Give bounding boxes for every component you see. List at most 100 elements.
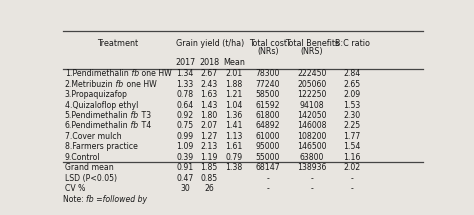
Text: 146500: 146500 xyxy=(297,142,327,151)
Text: 1.Pendimethalin: 1.Pendimethalin xyxy=(65,69,128,78)
Text: -: - xyxy=(351,174,354,183)
Text: 0.91: 0.91 xyxy=(176,163,194,172)
Text: -: - xyxy=(266,184,269,193)
Text: 63800: 63800 xyxy=(300,153,324,162)
Text: 0.47: 0.47 xyxy=(176,174,194,183)
Text: 1.09: 1.09 xyxy=(176,142,194,151)
Text: 1.77: 1.77 xyxy=(344,132,361,141)
Text: 1.38: 1.38 xyxy=(225,163,242,172)
Text: 1.41: 1.41 xyxy=(225,121,243,131)
Text: 30: 30 xyxy=(180,184,190,193)
Text: 1.53: 1.53 xyxy=(344,101,361,110)
Text: 77240: 77240 xyxy=(255,80,280,89)
Text: 2.43: 2.43 xyxy=(201,80,218,89)
Text: 1.16: 1.16 xyxy=(344,153,361,162)
Text: 78300: 78300 xyxy=(255,69,280,78)
Text: 2.07: 2.07 xyxy=(201,121,218,131)
Text: 3.Propaquizafop: 3.Propaquizafop xyxy=(65,90,128,99)
Text: 1.61: 1.61 xyxy=(225,142,242,151)
Text: 0.64: 0.64 xyxy=(176,101,194,110)
Text: 0.85: 0.85 xyxy=(201,174,218,183)
Text: 1.88: 1.88 xyxy=(225,80,242,89)
Text: -: - xyxy=(351,184,354,193)
Text: 1.04: 1.04 xyxy=(225,101,242,110)
Text: 6.Pendimethalin: 6.Pendimethalin xyxy=(65,121,128,131)
Text: 2.84: 2.84 xyxy=(344,69,361,78)
Text: 222450: 222450 xyxy=(297,69,327,78)
Text: 2.25: 2.25 xyxy=(344,121,361,131)
Text: Grain yield (t/ha): Grain yield (t/ha) xyxy=(176,39,244,48)
Text: 122250: 122250 xyxy=(297,90,327,99)
Text: fb: fb xyxy=(128,69,138,78)
Text: 68147: 68147 xyxy=(255,163,280,172)
Text: fb: fb xyxy=(128,121,138,131)
Text: T3: T3 xyxy=(138,111,151,120)
Text: 2.65: 2.65 xyxy=(344,80,361,89)
Text: 1.33: 1.33 xyxy=(176,80,194,89)
Text: 1.85: 1.85 xyxy=(201,163,218,172)
Text: 2018: 2018 xyxy=(199,58,219,67)
Text: 7.Cover mulch: 7.Cover mulch xyxy=(65,132,121,141)
Text: 1.21: 1.21 xyxy=(225,90,242,99)
Text: 95000: 95000 xyxy=(255,142,280,151)
Text: 26: 26 xyxy=(204,184,214,193)
Text: Note:: Note: xyxy=(63,195,86,204)
Text: 2.13: 2.13 xyxy=(201,142,218,151)
Text: fb =followed by: fb =followed by xyxy=(86,195,147,204)
Text: 2.02: 2.02 xyxy=(344,163,361,172)
Text: 1.54: 1.54 xyxy=(344,142,361,151)
Text: (NRs): (NRs) xyxy=(257,47,279,56)
Text: 1.36: 1.36 xyxy=(225,111,242,120)
Text: 2.01: 2.01 xyxy=(225,69,242,78)
Text: 0.78: 0.78 xyxy=(176,90,194,99)
Text: -: - xyxy=(310,184,313,193)
Text: Total cost: Total cost xyxy=(249,39,287,48)
Text: 1.63: 1.63 xyxy=(201,90,218,99)
Text: LSD (P<0.05): LSD (P<0.05) xyxy=(65,174,117,183)
Text: B:C ratio: B:C ratio xyxy=(335,39,370,48)
Text: 1.27: 1.27 xyxy=(201,132,218,141)
Text: 0.39: 0.39 xyxy=(176,153,194,162)
Text: 5.Pendimethalin: 5.Pendimethalin xyxy=(65,111,128,120)
Text: 2.Metribuzin: 2.Metribuzin xyxy=(65,80,113,89)
Text: Mean: Mean xyxy=(223,58,245,67)
Text: 1.80: 1.80 xyxy=(201,111,218,120)
Text: 4.Quizaloflop ethyl: 4.Quizaloflop ethyl xyxy=(65,101,138,110)
Text: 142050: 142050 xyxy=(297,111,327,120)
Text: 61592: 61592 xyxy=(255,101,280,110)
Text: 205060: 205060 xyxy=(297,80,327,89)
Text: 58500: 58500 xyxy=(255,90,280,99)
Text: fb: fb xyxy=(128,111,138,120)
Text: 9.Control: 9.Control xyxy=(65,153,100,162)
Text: 1.43: 1.43 xyxy=(200,101,218,110)
Text: 94108: 94108 xyxy=(300,101,324,110)
Text: -: - xyxy=(310,174,313,183)
Text: 108200: 108200 xyxy=(297,132,327,141)
Text: 2017: 2017 xyxy=(175,58,195,67)
Text: 2.67: 2.67 xyxy=(201,69,218,78)
Text: 1.19: 1.19 xyxy=(200,153,218,162)
Text: 55000: 55000 xyxy=(255,153,280,162)
Text: Grand mean: Grand mean xyxy=(65,163,113,172)
Text: -: - xyxy=(266,174,269,183)
Text: Treatment: Treatment xyxy=(98,39,138,48)
Text: 146008: 146008 xyxy=(297,121,327,131)
Text: Total Benefits: Total Benefits xyxy=(285,39,339,48)
Text: 2.09: 2.09 xyxy=(344,90,361,99)
Text: T4: T4 xyxy=(138,121,151,131)
Text: 0.79: 0.79 xyxy=(225,153,242,162)
Text: one HW: one HW xyxy=(138,69,172,78)
Text: 61800: 61800 xyxy=(255,111,280,120)
Text: one HW: one HW xyxy=(124,80,156,89)
Text: 138936: 138936 xyxy=(297,163,327,172)
Text: 1.34: 1.34 xyxy=(176,69,194,78)
Text: 0.99: 0.99 xyxy=(176,132,194,141)
Text: 0.75: 0.75 xyxy=(176,121,194,131)
Text: 8.Farmers practice: 8.Farmers practice xyxy=(65,142,137,151)
Text: 0.92: 0.92 xyxy=(176,111,194,120)
Text: 64892: 64892 xyxy=(255,121,280,131)
Text: 2.30: 2.30 xyxy=(344,111,361,120)
Text: 1.13: 1.13 xyxy=(225,132,242,141)
Text: (NRS): (NRS) xyxy=(301,47,323,56)
Text: CV %: CV % xyxy=(65,184,85,193)
